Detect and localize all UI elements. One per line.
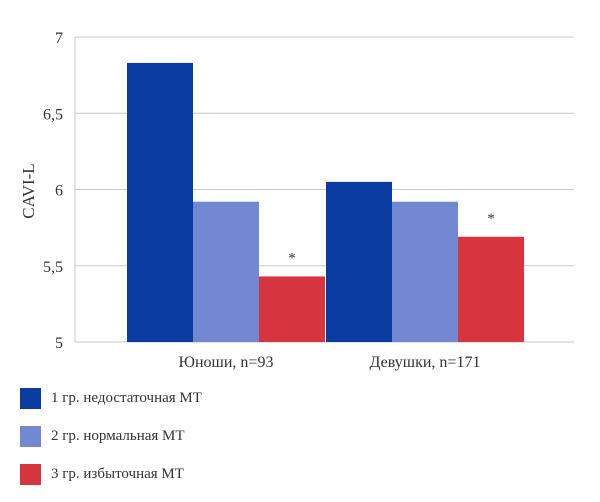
x-axis-ticks: Юноши, n=93 Девушки, n=171 [179, 354, 481, 371]
legend-label-2: 2 гр. нормальная МТ [51, 427, 185, 444]
significance-marker: * [288, 250, 296, 266]
bar-2-3 [458, 236, 524, 342]
y-tick-label: 7 [55, 30, 63, 47]
bar-2-1 [326, 181, 392, 342]
legend-label-1: 1 гр. недостаточная МТ [51, 389, 202, 406]
legend-swatch-1 [20, 387, 41, 409]
x-tick-label: Юноши, n=93 [179, 354, 274, 371]
legend-swatch-3 [20, 463, 41, 485]
y-tick-label: 6,5 [43, 106, 63, 123]
y-tick-label: 6 [55, 183, 63, 200]
bar-2-2 [392, 201, 458, 342]
legend-label-3: 3 гр. избыточная МТ [51, 465, 184, 482]
bar-1-2 [193, 201, 259, 342]
y-axis-label: CAVI-L [19, 163, 38, 218]
y-axis-ticks: 5 5,5 6 6,5 7 [43, 30, 63, 352]
y-tick-label: 5,5 [43, 259, 63, 276]
significance-marker: * [487, 211, 495, 227]
x-tick-label: Девушки, n=171 [370, 354, 481, 371]
legend-item-1: 1 гр. недостаточная МТ [20, 387, 420, 409]
bar-1-3 [259, 276, 325, 342]
legend-item-3: 3 гр. избыточная МТ [20, 463, 420, 485]
legend-item-2: 2 гр. нормальная МТ [20, 425, 420, 447]
legend: 1 гр. недостаточная МТ 2 гр. нормальная … [20, 387, 420, 502]
y-tick-label: 5 [55, 335, 63, 352]
bar-1-1 [127, 62, 193, 343]
bars: ** [127, 62, 524, 343]
bar-chart: 55,566,57 CAVI-L ** Юноши, n=93 Девушки, … [19, 30, 574, 371]
legend-swatch-2 [20, 425, 41, 447]
